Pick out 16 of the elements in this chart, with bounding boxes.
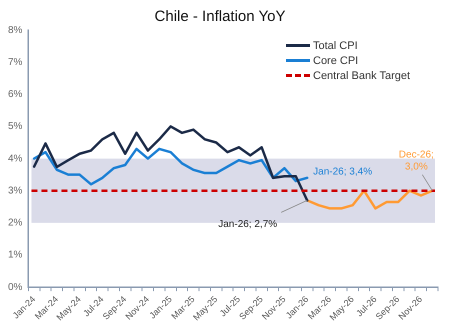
y-tick-label: 7% bbox=[8, 56, 23, 68]
y-tick-label: 4% bbox=[8, 153, 23, 164]
y-tick-label: 0% bbox=[8, 282, 23, 293]
chart-title: Chile - Inflation YoY bbox=[154, 8, 286, 26]
y-tick-label: 6% bbox=[8, 89, 23, 100]
y-tick-label: 8% bbox=[8, 24, 23, 36]
y-tick-label: 1% bbox=[8, 250, 23, 261]
annotation: Jan-26; 2,7% bbox=[218, 219, 278, 230]
y-tick-label: 2% bbox=[8, 218, 23, 229]
y-tick-label: 5% bbox=[8, 121, 23, 132]
legend-label: Core CPI bbox=[313, 54, 358, 66]
annotation: Jan-26; 3,4% bbox=[313, 166, 372, 178]
y-tick-label: 3% bbox=[8, 185, 23, 196]
legend-label: Central Bank Target bbox=[313, 70, 410, 82]
legend-label: Total CPI bbox=[313, 40, 358, 52]
annotation: Dec-26; 3,0% bbox=[398, 149, 434, 172]
